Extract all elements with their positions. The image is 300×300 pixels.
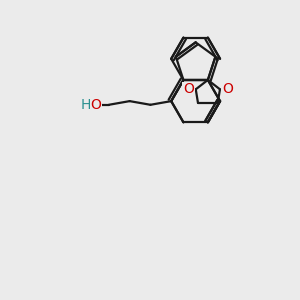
Text: O: O	[183, 82, 194, 96]
Text: O: O	[222, 82, 233, 96]
Text: O: O	[91, 98, 102, 112]
Text: H: H	[81, 98, 91, 112]
